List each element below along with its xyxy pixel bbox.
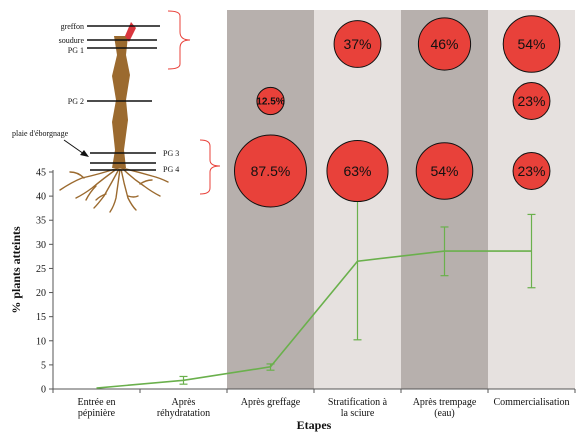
- x-tick-label: Stratification à: [328, 397, 388, 408]
- x-tick-label: Après trempage: [413, 397, 477, 408]
- root-10: [95, 193, 107, 201]
- bubble-5: [415, 142, 474, 200]
- brace-bottom: [199, 139, 221, 195]
- y-axis-label: % plants atteints: [9, 226, 23, 314]
- label-eborgnage: plaie d'éborgnage: [12, 129, 69, 138]
- root-5: [121, 167, 161, 197]
- series-polyline: [96, 250, 532, 389]
- root-4: [120, 168, 137, 211]
- y-tick-label: 35: [36, 216, 46, 227]
- bubbles: 12.5% 87.5% 37% 63% 46% 54% 54% 23% 23%: [234, 15, 561, 208]
- column-band-5: [488, 10, 575, 389]
- y-tick-label: 15: [36, 312, 46, 323]
- root-3: [109, 168, 121, 213]
- eborgnage-arrow-head: [80, 150, 89, 157]
- x-tick-label: Après greffage: [241, 397, 301, 408]
- y-tick-label: 0: [41, 385, 46, 396]
- bubble-label-4: 46%: [430, 36, 458, 52]
- bubble-label-3: 63%: [343, 163, 371, 179]
- x-tick-label: Après: [172, 397, 196, 408]
- error-bars: [179, 182, 536, 385]
- root-11: [127, 195, 139, 198]
- plant-illustration: greffon soudure PG 1 PG 2 plaie d'éborgn…: [12, 10, 221, 213]
- y-ticks: 0 5 10 15 20 25 30 35 40 45: [36, 168, 53, 396]
- root-9: [139, 179, 153, 185]
- label-greffon: greffon: [61, 22, 84, 31]
- scion-graft: [125, 22, 136, 42]
- root-system: [59, 167, 169, 213]
- label-pg4: PG 4: [163, 165, 179, 174]
- label-pg2: PG 2: [68, 97, 84, 106]
- label-pg1: PG 1: [68, 46, 84, 55]
- bubble-label-1: 87.5%: [251, 163, 291, 179]
- x-tick-label: pépinière: [78, 408, 116, 419]
- bubble-7: [512, 82, 551, 120]
- y-tick-label: 45: [36, 168, 46, 179]
- bubble-3: [326, 139, 389, 203]
- root-1: [75, 167, 119, 199]
- y-tick-label: 25: [36, 264, 46, 275]
- bubble-label-8: 23%: [517, 163, 545, 179]
- bubble-label-2: 37%: [343, 36, 371, 52]
- label-pg3: PG 3: [163, 149, 179, 158]
- y-tick-label: 20: [36, 288, 46, 299]
- bubble-label-7: 23%: [517, 93, 545, 109]
- brace-top: [167, 10, 191, 70]
- x-tick-label: la sciure: [341, 408, 375, 419]
- x-tick-label: Entrée en: [77, 397, 115, 408]
- eborgnage-arrow-line: [63, 139, 85, 155]
- x-tick-label: (eau): [434, 408, 455, 419]
- bubble-label-5: 54%: [430, 163, 458, 179]
- root-0: [59, 167, 119, 191]
- bubble-label-6: 54%: [517, 36, 545, 52]
- y-tick-label: 30: [36, 240, 46, 251]
- bubble-1: [234, 134, 307, 208]
- bubble-8: [512, 152, 551, 190]
- bubble-0: [256, 86, 285, 116]
- bubble-2: [333, 20, 382, 68]
- bubble-4: [417, 17, 472, 71]
- y-tick-label: 10: [36, 336, 46, 347]
- bubble-6: [502, 15, 561, 73]
- label-soudure: soudure: [59, 36, 85, 45]
- bubble-label-0: 12.5%: [256, 97, 284, 108]
- y-tick-label: 5: [41, 360, 46, 371]
- x-tick-label: réhydratation: [157, 408, 210, 419]
- root-7: [69, 171, 85, 179]
- y-tick-label: 40: [36, 192, 46, 203]
- root-2: [93, 168, 120, 209]
- rootstock-stem: [112, 36, 130, 168]
- x-axis-label: Etapes: [297, 418, 332, 432]
- root-8: [85, 185, 97, 201]
- x-tick-label: Commercialisation: [493, 397, 569, 408]
- series-line: [96, 250, 532, 389]
